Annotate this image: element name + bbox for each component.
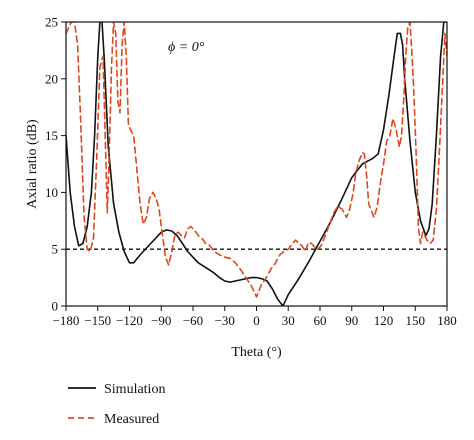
- series-line-measured: [66, 22, 447, 298]
- x-tick-label: −120: [116, 313, 143, 328]
- x-tick-label: −60: [183, 313, 203, 328]
- x-axis-title: Theta (°): [231, 345, 282, 360]
- legend-measured-label: Measured: [104, 412, 159, 427]
- y-tick-label: 0: [52, 299, 59, 314]
- y-tick-label: 5: [52, 242, 59, 257]
- x-tick-label: 30: [282, 313, 295, 328]
- x-tick-label: −30: [215, 313, 235, 328]
- x-tick-label: 90: [345, 313, 358, 328]
- y-tick-label: 25: [45, 15, 58, 30]
- phi-annotation: ϕ = 0°: [168, 40, 205, 55]
- plot-area: −180 −150 −120 −90 −60 −30 0 30 60 90 120 150 180 0 5 1…: [45, 15, 457, 329]
- x-tick-label: 180: [437, 313, 457, 328]
- legend: Simulation Measured: [68, 382, 165, 427]
- plot-frame: [65, 21, 448, 307]
- x-tick-label: 60: [314, 313, 327, 328]
- y-axis-title: Axial ratio (dB): [25, 119, 40, 209]
- series-line-simulation: [66, 22, 447, 306]
- legend-simulation-label: Simulation: [104, 382, 165, 397]
- series-group: [66, 22, 447, 306]
- x-tick-label: −180: [53, 313, 80, 328]
- x-tick-label: −150: [84, 313, 111, 328]
- x-tick-label: 0: [253, 313, 260, 328]
- x-tick-label: −90: [151, 313, 171, 328]
- x-tick-label: 120: [374, 313, 394, 328]
- y-tick-label: 20: [45, 71, 58, 86]
- x-tick-label: 150: [406, 313, 426, 328]
- y-tick-label: 10: [45, 185, 58, 200]
- y-tick-label: 15: [45, 128, 58, 143]
